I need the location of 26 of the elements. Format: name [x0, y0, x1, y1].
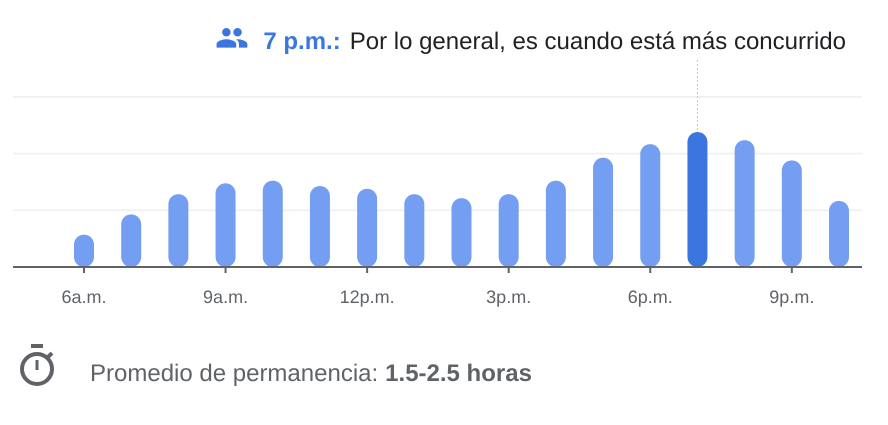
x-tick-label: 9a.m. — [203, 287, 248, 307]
bar — [262, 180, 283, 267]
bar — [829, 200, 849, 267]
x-tick-label: 12p.m. — [340, 287, 395, 307]
x-tick-label: 3p.m. — [486, 287, 532, 307]
x-tick-label: 6p.m. — [628, 287, 673, 307]
bar — [734, 140, 755, 267]
bar — [593, 158, 614, 267]
bar — [640, 144, 660, 267]
text: 7 p.m.: — [263, 28, 341, 55]
text: 1.5-2.5 horas — [385, 360, 532, 387]
bar — [687, 132, 708, 267]
x-tick-label: 6a.m. — [61, 287, 107, 307]
bar — [168, 194, 188, 267]
text: Por lo general, es cuando está más concurrido — [350, 28, 846, 55]
bar — [498, 194, 519, 267]
x-tick-label: 9p.m. — [769, 287, 814, 307]
bar — [310, 186, 330, 267]
bar — [357, 188, 378, 267]
bar — [121, 214, 142, 267]
bar — [404, 194, 424, 267]
text: Promedio de permanencia: — [90, 360, 378, 387]
bar — [782, 160, 802, 267]
bar — [546, 180, 566, 267]
bar — [452, 198, 472, 267]
bar — [216, 183, 236, 267]
